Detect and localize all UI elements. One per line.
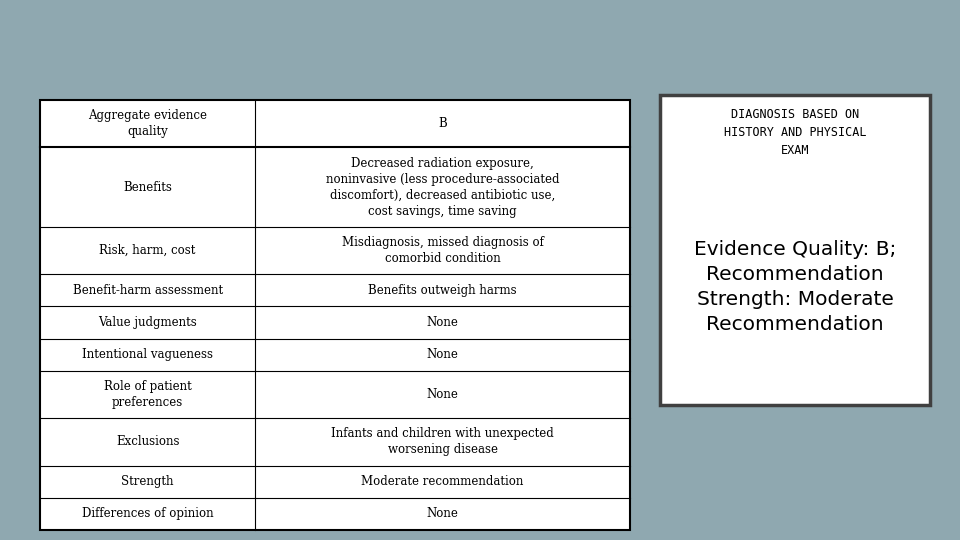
Text: Role of patient
preferences: Role of patient preferences [104,380,192,409]
Text: Benefits: Benefits [123,180,172,193]
Text: Decreased radiation exposure,
noninvasive (less procedure-associated
discomfort): Decreased radiation exposure, noninvasiv… [326,157,560,218]
Text: Evidence Quality: B;
Recommendation
Strength: Moderate
Recommendation: Evidence Quality: B; Recommendation Stre… [694,240,897,334]
Text: None: None [427,388,459,401]
Text: Risk, harm, cost: Risk, harm, cost [100,244,196,257]
Bar [40,100,630,530]
Text: Differences of opinion: Differences of opinion [82,508,213,521]
Text: None: None [427,508,459,521]
Text: Misdiagnosis, missed diagnosis of
comorbid condition: Misdiagnosis, missed diagnosis of comorb… [342,236,543,265]
Text: Exclusions: Exclusions [116,435,180,448]
Bar [660,95,930,405]
Text: None: None [427,316,459,329]
Text: Strength: Strength [121,475,174,488]
Text: Value judgments: Value judgments [98,316,197,329]
Text: Infants and children with unexpected
worsening disease: Infants and children with unexpected wor… [331,427,554,456]
Text: Benefit-harm assessment: Benefit-harm assessment [73,284,223,297]
Text: Moderate recommendation: Moderate recommendation [362,475,524,488]
Text: DIAGNOSIS BASED ON
HISTORY AND PHYSICAL
EXAM: DIAGNOSIS BASED ON HISTORY AND PHYSICAL … [724,109,866,158]
Text: Intentional vagueness: Intentional vagueness [83,348,213,361]
Text: None: None [427,348,459,361]
Text: Aggregate evidence
quality: Aggregate evidence quality [88,109,207,138]
Text: Benefits outweigh harms: Benefits outweigh harms [369,284,517,297]
Text: B: B [439,117,447,130]
